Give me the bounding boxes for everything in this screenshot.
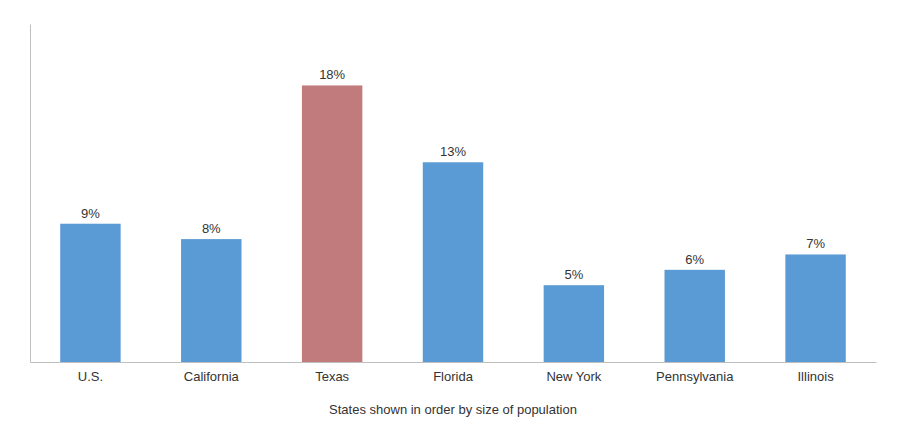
plot: U.S. California Texas Florida New York Pennsy… <box>31 25 877 385</box>
data-label: 7% <box>806 236 825 251</box>
x-tick-label: Pennsylvania <box>656 369 734 384</box>
data-label: 13% <box>440 144 466 159</box>
x-tick: Texas <box>315 369 349 384</box>
bar <box>785 254 845 362</box>
y-axis <box>30 25 31 363</box>
data-label: 6% <box>685 252 704 267</box>
bars <box>60 85 846 362</box>
chart: U.S. California Texas Florida New York Pennsy… <box>0 0 900 432</box>
x-tick-label: Florida <box>433 369 474 384</box>
bar <box>60 224 120 362</box>
data-label: 18% <box>319 67 345 82</box>
y-axis-line <box>30 25 31 363</box>
x-tick: U.S. <box>78 369 103 384</box>
data-label: 5% <box>564 267 583 282</box>
x-tick-label: Illinois <box>798 369 835 384</box>
bar <box>665 270 725 362</box>
x-tick-label: U.S. <box>78 369 103 384</box>
bar <box>181 239 241 362</box>
x-axis-line <box>31 362 877 363</box>
x-tick: Pennsylvania <box>656 369 734 384</box>
data-label: 8% <box>202 221 221 236</box>
data-label: 9% <box>81 206 100 221</box>
bar <box>544 285 604 362</box>
x-tick: Illinois <box>798 369 835 384</box>
x-tick: New York <box>546 369 601 384</box>
x-tick-label: California <box>184 369 240 384</box>
data-labels: 9% 8% 18% 13% 5% 6% 7% <box>81 67 825 282</box>
x-tick: California <box>184 369 240 384</box>
x-tick-label: Texas <box>315 369 349 384</box>
bar <box>302 85 362 362</box>
bar <box>423 162 483 362</box>
x-tick-label: New York <box>546 369 601 384</box>
x-axis-title: States shown in order by size of populat… <box>329 402 577 417</box>
x-tick: Florida <box>433 369 474 384</box>
x-axis: U.S. California Texas Florida New York Pennsy… <box>31 363 877 385</box>
